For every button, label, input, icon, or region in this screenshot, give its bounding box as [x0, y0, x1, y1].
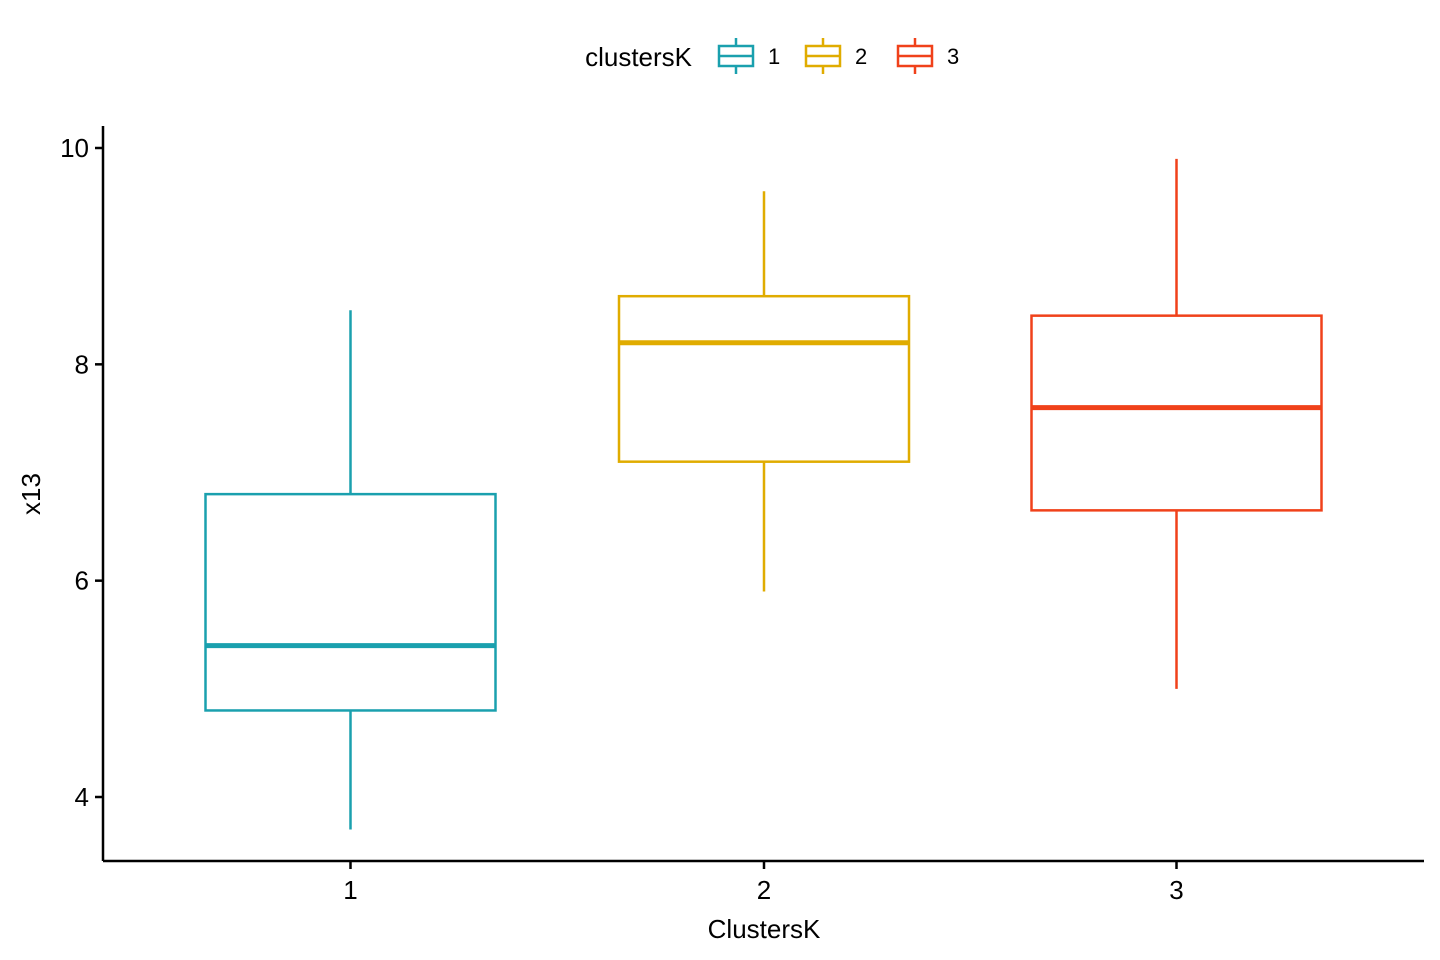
- y-tick-label: 10: [60, 133, 89, 163]
- legend-item-2: 2: [804, 38, 867, 74]
- legend-label: 1: [768, 44, 780, 69]
- legend-title: clustersK: [585, 42, 693, 72]
- legend: clustersK 1 2 3: [585, 38, 959, 74]
- box-cluster-1: [204, 310, 497, 830]
- box-iqr: [1030, 314, 1323, 512]
- x-tick-label: 1: [343, 875, 357, 905]
- x-axis-title: ClustersK: [708, 914, 821, 944]
- box-iqr: [204, 492, 497, 712]
- legend-item-3: 3: [896, 38, 959, 74]
- legend-label: 3: [947, 44, 959, 69]
- legend-label: 2: [855, 44, 867, 69]
- legend-key-icon: [804, 38, 842, 74]
- y-tick-label: 4: [75, 782, 89, 812]
- box-cluster-3: [1030, 158, 1323, 689]
- y-tick-label: 8: [75, 349, 89, 379]
- y-axis-title: x13: [16, 473, 46, 515]
- x-tick-label: 2: [757, 875, 771, 905]
- y-tick-label: 6: [75, 566, 89, 596]
- legend-key-icon: [717, 38, 755, 74]
- box-iqr: [617, 294, 911, 463]
- box-cluster-2: [617, 191, 911, 592]
- legend-key-icon: [896, 38, 934, 74]
- x-tick-label: 3: [1169, 875, 1183, 905]
- legend-item-1: 1: [717, 38, 780, 74]
